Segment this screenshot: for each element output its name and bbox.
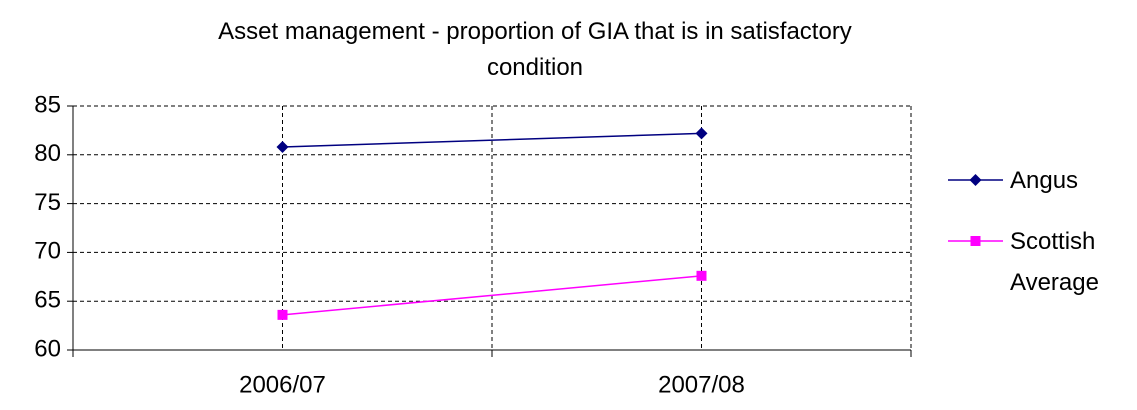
marker bbox=[970, 236, 981, 246]
marker bbox=[277, 309, 288, 320]
x-tick-label: 2006/07 bbox=[239, 371, 326, 398]
series-line bbox=[282, 132, 702, 148]
marker bbox=[276, 140, 289, 153]
y-tick-label: 80 bbox=[34, 140, 61, 167]
y-tick-label: 60 bbox=[34, 335, 61, 362]
marker bbox=[696, 270, 707, 281]
y-tick-label: 70 bbox=[34, 238, 61, 265]
y-tick-label: 75 bbox=[34, 189, 61, 216]
marker bbox=[969, 174, 982, 186]
legend-label: Scottish Average bbox=[1010, 227, 1099, 296]
series-line bbox=[282, 275, 702, 316]
chart-title: Asset management - proportion of GIA tha… bbox=[218, 18, 852, 81]
y-tick-label: 85 bbox=[34, 91, 61, 118]
y-tick-label: 65 bbox=[34, 287, 61, 314]
legend-label: Angus bbox=[1010, 166, 1079, 194]
marker bbox=[695, 127, 708, 140]
x-tick-label: 2007/08 bbox=[658, 371, 745, 398]
